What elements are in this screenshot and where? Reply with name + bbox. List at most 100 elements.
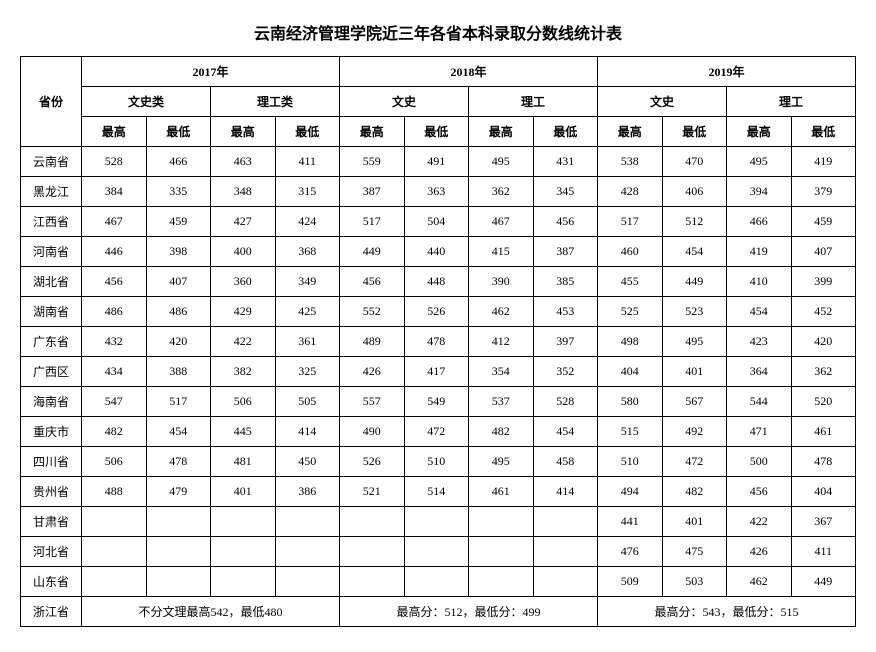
province-cell: 云南省 bbox=[21, 147, 82, 177]
score-cell: 454 bbox=[533, 417, 598, 447]
score-cell: 456 bbox=[533, 207, 598, 237]
score-cell: 407 bbox=[146, 267, 211, 297]
score-cell: 559 bbox=[340, 147, 405, 177]
score-cell: 454 bbox=[146, 417, 211, 447]
score-cell: 419 bbox=[791, 147, 856, 177]
table-title: 云南经济管理学院近三年各省本科录取分数线统计表 bbox=[20, 20, 856, 44]
score-cell bbox=[82, 537, 147, 567]
score-cell bbox=[469, 507, 534, 537]
score-cell: 495 bbox=[662, 327, 727, 357]
header-max: 最高 bbox=[727, 117, 792, 147]
score-cell: 325 bbox=[275, 357, 340, 387]
province-cell: 贵州省 bbox=[21, 477, 82, 507]
score-cell: 456 bbox=[82, 267, 147, 297]
score-cell bbox=[404, 537, 469, 567]
score-cell: 420 bbox=[146, 327, 211, 357]
score-cell: 453 bbox=[533, 297, 598, 327]
score-cell: 390 bbox=[469, 267, 534, 297]
score-cell: 349 bbox=[275, 267, 340, 297]
score-cell: 472 bbox=[662, 447, 727, 477]
score-cell: 498 bbox=[598, 327, 663, 357]
table-row: 云南省528466463411559491495431538470495419 bbox=[21, 147, 856, 177]
header-max: 最高 bbox=[598, 117, 663, 147]
province-cell: 河北省 bbox=[21, 537, 82, 567]
province-cell: 山东省 bbox=[21, 567, 82, 597]
score-cell: 544 bbox=[727, 387, 792, 417]
table-row: 河北省476475426411 bbox=[21, 537, 856, 567]
score-cell: 431 bbox=[533, 147, 598, 177]
score-cell: 424 bbox=[275, 207, 340, 237]
score-cell: 449 bbox=[340, 237, 405, 267]
header-province: 省份 bbox=[21, 57, 82, 147]
score-cell: 494 bbox=[598, 477, 663, 507]
score-cell: 414 bbox=[275, 417, 340, 447]
score-cell: 440 bbox=[404, 237, 469, 267]
score-cell: 528 bbox=[533, 387, 598, 417]
header-min: 最低 bbox=[146, 117, 211, 147]
header-2019: 2019年 bbox=[598, 57, 856, 87]
score-cell: 352 bbox=[533, 357, 598, 387]
table-row: 贵州省488479401386521514461414494482456404 bbox=[21, 477, 856, 507]
score-cell: 514 bbox=[404, 477, 469, 507]
header-min: 最低 bbox=[404, 117, 469, 147]
header-max: 最高 bbox=[82, 117, 147, 147]
score-cell: 482 bbox=[662, 477, 727, 507]
score-cell: 411 bbox=[791, 537, 856, 567]
score-cell: 385 bbox=[533, 267, 598, 297]
score-cell: 449 bbox=[662, 267, 727, 297]
score-cell bbox=[82, 567, 147, 597]
score-cell: 456 bbox=[340, 267, 405, 297]
table-row: 湖北省456407360349456448390385455449410399 bbox=[21, 267, 856, 297]
score-cell: 397 bbox=[533, 327, 598, 357]
score-cell bbox=[469, 567, 534, 597]
score-cell: 426 bbox=[727, 537, 792, 567]
score-cell: 364 bbox=[727, 357, 792, 387]
score-cell: 471 bbox=[727, 417, 792, 447]
province-cell: 湖北省 bbox=[21, 267, 82, 297]
header-2017-ligong: 理工类 bbox=[211, 87, 340, 117]
table-row: 河南省446398400368449440415387460454419407 bbox=[21, 237, 856, 267]
score-cell: 387 bbox=[340, 177, 405, 207]
score-cell: 399 bbox=[791, 267, 856, 297]
header-2017-wenshi: 文史类 bbox=[82, 87, 211, 117]
score-cell: 475 bbox=[662, 537, 727, 567]
score-cell: 486 bbox=[146, 297, 211, 327]
score-cell: 504 bbox=[404, 207, 469, 237]
header-2018-wenshi: 文史 bbox=[340, 87, 469, 117]
score-cell: 452 bbox=[791, 297, 856, 327]
score-cell: 419 bbox=[727, 237, 792, 267]
score-cell: 368 bbox=[275, 237, 340, 267]
score-cell: 387 bbox=[533, 237, 598, 267]
score-cell bbox=[211, 537, 276, 567]
score-cell: 515 bbox=[598, 417, 663, 447]
score-cell: 482 bbox=[82, 417, 147, 447]
score-cell: 512 bbox=[662, 207, 727, 237]
score-cell: 382 bbox=[211, 357, 276, 387]
score-cell: 526 bbox=[404, 297, 469, 327]
score-cell: 467 bbox=[82, 207, 147, 237]
score-cell: 449 bbox=[791, 567, 856, 597]
score-cell: 428 bbox=[598, 177, 663, 207]
score-cell bbox=[82, 507, 147, 537]
score-cell: 362 bbox=[469, 177, 534, 207]
merged-note-cell: 最高分：512，最低分：499 bbox=[340, 597, 598, 627]
score-cell bbox=[533, 537, 598, 567]
score-cell: 461 bbox=[791, 417, 856, 447]
score-cell: 404 bbox=[791, 477, 856, 507]
score-cell: 478 bbox=[791, 447, 856, 477]
score-cell: 363 bbox=[404, 177, 469, 207]
header-max: 最高 bbox=[469, 117, 534, 147]
header-max: 最高 bbox=[211, 117, 276, 147]
score-cell: 505 bbox=[275, 387, 340, 417]
score-cell bbox=[533, 507, 598, 537]
score-cell: 425 bbox=[275, 297, 340, 327]
score-cell: 446 bbox=[82, 237, 147, 267]
score-cell bbox=[340, 537, 405, 567]
province-cell: 广东省 bbox=[21, 327, 82, 357]
score-cell: 448 bbox=[404, 267, 469, 297]
score-cell: 411 bbox=[275, 147, 340, 177]
score-cell: 422 bbox=[211, 327, 276, 357]
header-min: 最低 bbox=[662, 117, 727, 147]
score-cell: 478 bbox=[146, 447, 211, 477]
score-cell: 470 bbox=[662, 147, 727, 177]
